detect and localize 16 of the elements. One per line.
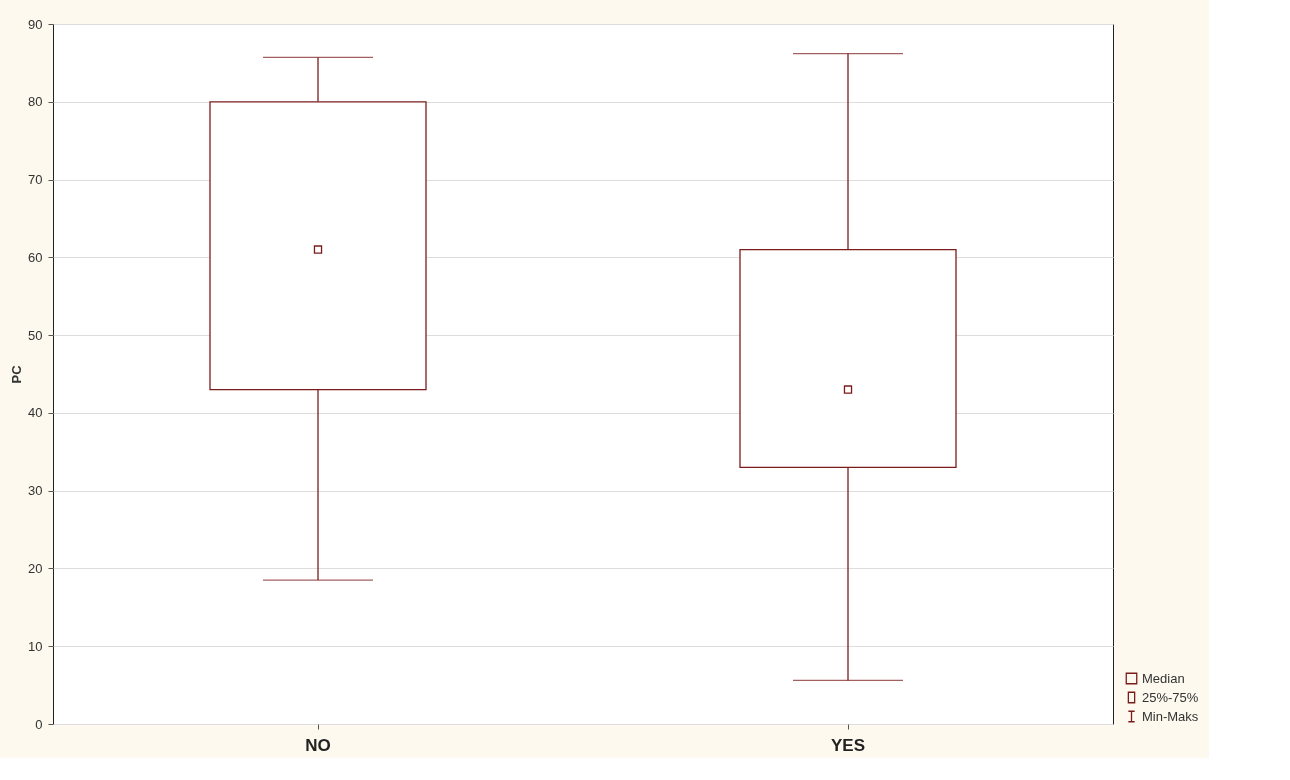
- y-tick-label: 80: [28, 94, 43, 110]
- y-tick-label: 0: [35, 716, 43, 732]
- y-tick-label: 20: [28, 560, 43, 576]
- y-tick-label: 50: [28, 327, 43, 343]
- text: Min-Maks: [1142, 708, 1199, 724]
- y-tick-label: 30: [28, 483, 43, 499]
- text: 25%-75%: [1142, 689, 1199, 705]
- y-tick-label: 60: [28, 249, 43, 265]
- x-tick-label: YES: [830, 735, 866, 755]
- y-tick-label: 70: [28, 172, 43, 188]
- y-tick-label: 90: [28, 16, 43, 32]
- text: Median: [1142, 670, 1185, 686]
- y-tick-label: 10: [28, 638, 43, 654]
- x-tick-label: NO: [305, 735, 331, 755]
- y-tick-label: 40: [28, 405, 43, 421]
- y-axis-title: PC: [9, 364, 25, 384]
